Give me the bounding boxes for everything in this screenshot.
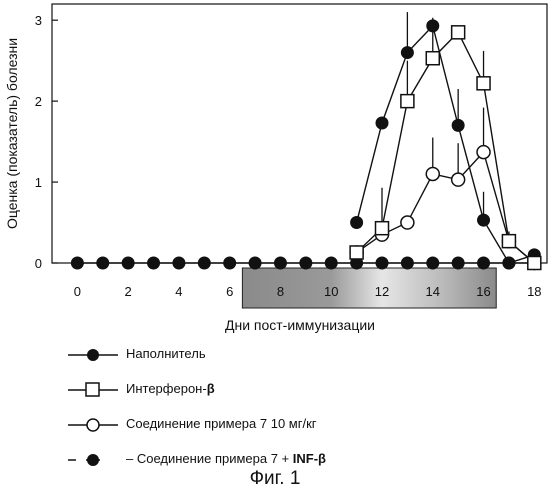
plot-frame bbox=[52, 4, 547, 263]
data-point bbox=[452, 119, 465, 132]
x-tick-label: 4 bbox=[175, 284, 182, 299]
data-point bbox=[401, 95, 414, 108]
x-tick-label: 0 bbox=[74, 284, 81, 299]
data-point bbox=[96, 257, 109, 270]
x-tick-label: 10 bbox=[324, 284, 338, 299]
x-tick-label: 14 bbox=[426, 284, 440, 299]
legend-label: Наполнитель bbox=[126, 346, 206, 361]
legend-label: Интерферон-β bbox=[126, 381, 215, 396]
legend: Наполнитель Интерферон-β Соединение прим… bbox=[58, 338, 518, 478]
data-point bbox=[376, 116, 389, 129]
data-point bbox=[426, 257, 439, 270]
data-point bbox=[401, 46, 414, 59]
data-point bbox=[477, 146, 490, 159]
data-point bbox=[452, 173, 465, 186]
legend-item-interferon: Интерферон-β bbox=[58, 373, 518, 408]
x-axis-label: Дни пост-иммунизации bbox=[225, 317, 375, 333]
x-tick-label: 16 bbox=[476, 284, 490, 299]
chart: 0123024681012141618Оценка (показатель) б… bbox=[0, 0, 550, 340]
figure-title: Фиг. 1 bbox=[0, 468, 550, 490]
x-tick-label: 6 bbox=[226, 284, 233, 299]
data-point bbox=[172, 257, 185, 270]
data-point bbox=[122, 257, 135, 270]
data-point bbox=[401, 216, 414, 229]
data-point bbox=[528, 257, 541, 270]
data-point bbox=[223, 257, 236, 270]
legend-marker-open-circle bbox=[58, 408, 124, 438]
legend-item-compound: Соединение примера 7 10 мг/кг bbox=[58, 408, 518, 443]
y-tick-label: 1 bbox=[35, 175, 42, 190]
data-point bbox=[299, 257, 312, 270]
data-point bbox=[502, 257, 515, 270]
data-point bbox=[477, 214, 490, 227]
data-point bbox=[477, 77, 490, 90]
data-point bbox=[452, 257, 465, 270]
x-tick-label: 12 bbox=[375, 284, 389, 299]
data-point bbox=[376, 222, 389, 235]
data-point bbox=[325, 257, 338, 270]
data-point bbox=[426, 167, 439, 180]
data-point bbox=[376, 257, 389, 270]
x-tick-label: 2 bbox=[125, 284, 132, 299]
data-point bbox=[452, 26, 465, 39]
data-point bbox=[71, 257, 84, 270]
data-point bbox=[401, 257, 414, 270]
y-tick-label: 2 bbox=[35, 94, 42, 109]
legend-marker-open-square bbox=[58, 373, 124, 403]
data-point bbox=[274, 257, 287, 270]
legend-label: Соединение примера 7 10 мг/кг bbox=[126, 416, 317, 431]
data-point bbox=[477, 257, 490, 270]
data-point bbox=[502, 235, 515, 248]
data-point bbox=[426, 52, 439, 65]
y-tick-label: 3 bbox=[35, 13, 42, 28]
data-point bbox=[350, 216, 363, 229]
legend-label: – Соединение примера 7 + INF-β bbox=[126, 451, 326, 466]
data-point bbox=[198, 257, 211, 270]
data-point bbox=[426, 19, 439, 32]
legend-item-vehicle: Наполнитель bbox=[58, 338, 518, 373]
data-point bbox=[249, 257, 262, 270]
y-tick-label: 0 bbox=[35, 256, 42, 271]
data-point bbox=[147, 257, 160, 270]
data-point bbox=[350, 246, 363, 259]
x-tick-label: 8 bbox=[277, 284, 284, 299]
y-axis-label: Оценка (показатель) болезни bbox=[4, 38, 20, 229]
x-tick-label: 18 bbox=[527, 284, 541, 299]
legend-marker-filled-circle bbox=[58, 338, 124, 368]
